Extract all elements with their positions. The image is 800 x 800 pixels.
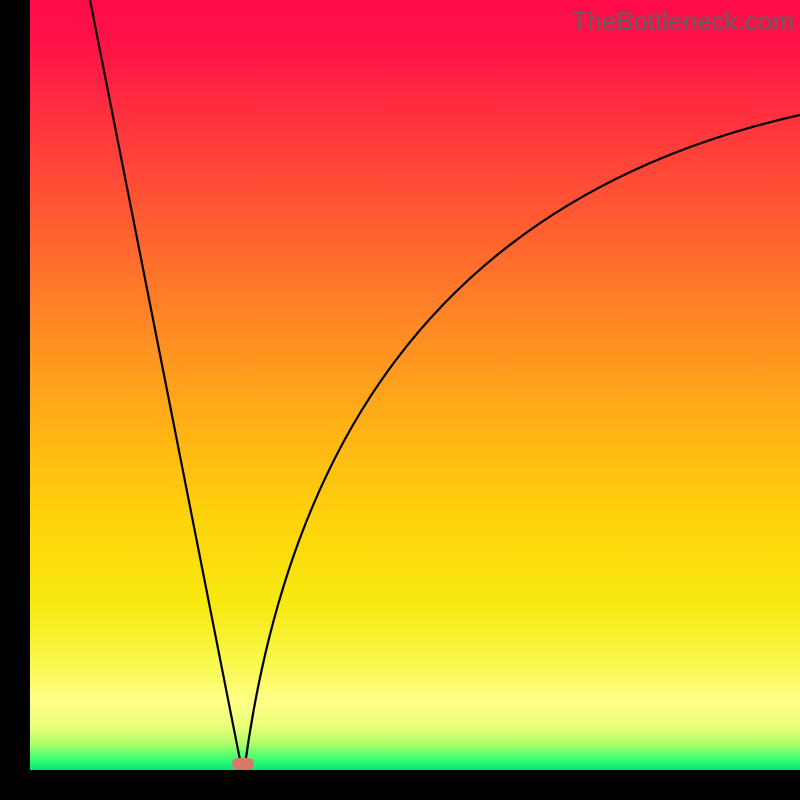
chart-outer-frame: TheBottleneck.com — [0, 0, 800, 800]
curve-right-branch — [245, 115, 800, 765]
valley-marker — [232, 758, 254, 770]
gradient-plot-area — [30, 0, 800, 770]
frame-background — [0, 0, 800, 800]
curve-left-branch — [90, 0, 241, 765]
chart-svg — [0, 0, 800, 800]
watermark-text: TheBottleneck.com — [571, 6, 794, 37]
